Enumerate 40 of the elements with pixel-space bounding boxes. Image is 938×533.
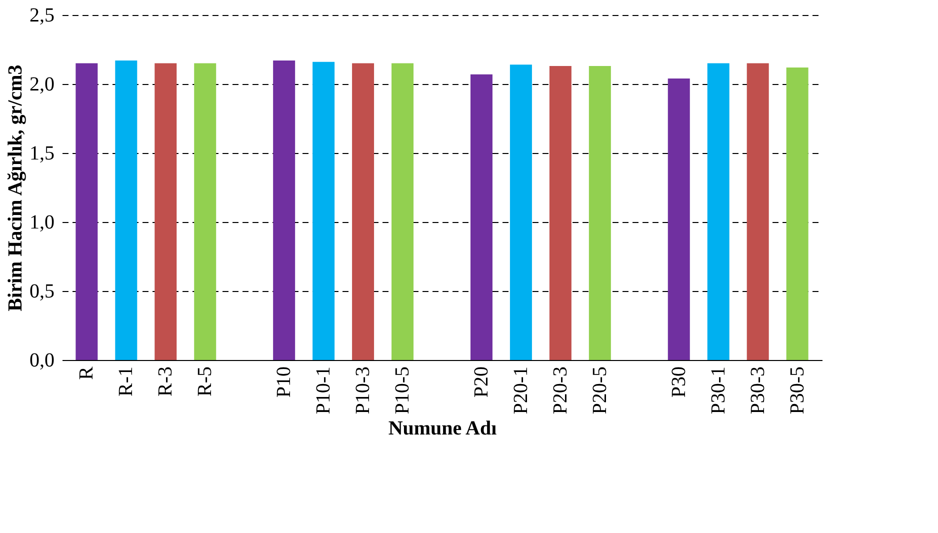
y-tick-label: 2,5 xyxy=(30,4,54,26)
bar xyxy=(392,63,414,360)
x-tick-label: P30-1 xyxy=(707,366,730,414)
y-tick-label: 0,5 xyxy=(30,280,54,302)
x-tick-label: P30-5 xyxy=(786,366,808,414)
bar xyxy=(746,63,769,360)
x-tick-label: P10-3 xyxy=(352,366,374,414)
bar xyxy=(76,63,98,360)
x-tick-label: P10-5 xyxy=(392,366,414,414)
x-tick-label: P10-1 xyxy=(312,366,335,414)
x-tick-label: P20-5 xyxy=(588,366,611,414)
bar xyxy=(786,67,808,360)
x-tick-label: P20-3 xyxy=(549,366,572,414)
bar xyxy=(312,62,335,360)
y-tick-label: 2,0 xyxy=(30,74,54,96)
x-tick-label: R-1 xyxy=(115,366,138,396)
bar xyxy=(352,63,374,360)
bar xyxy=(668,78,690,360)
y-axis-title: Birim Hacim Ağırlık, gr/cm3 xyxy=(4,64,26,312)
bar xyxy=(194,63,216,360)
x-tick-label: P10 xyxy=(273,366,296,398)
x-tick-label: P30 xyxy=(668,366,690,398)
bar xyxy=(273,60,296,360)
bar xyxy=(549,66,572,360)
bar xyxy=(510,64,532,360)
bar xyxy=(470,74,492,360)
x-tick-label: R-5 xyxy=(194,366,216,396)
x-tick-label: P30-3 xyxy=(746,366,769,414)
x-tick-label: P20 xyxy=(470,366,492,398)
y-tick-label: 1,5 xyxy=(30,142,54,164)
x-axis-title: Numune Adı xyxy=(388,417,498,440)
bar xyxy=(154,63,177,360)
x-tick-label: R-3 xyxy=(154,366,177,396)
x-tick-label: R xyxy=(76,366,98,380)
bar xyxy=(115,60,138,360)
bar xyxy=(588,66,611,360)
bar xyxy=(707,63,730,360)
y-tick-label: 1,0 xyxy=(30,212,54,234)
x-tick-label: P20-1 xyxy=(510,366,532,414)
y-tick-label: 0,0 xyxy=(30,350,54,372)
